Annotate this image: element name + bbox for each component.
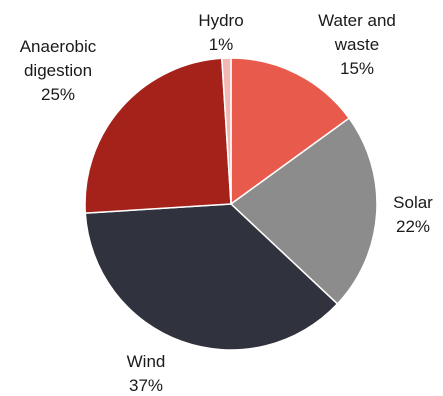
- label-water-and-waste: Water and waste 15%: [318, 11, 396, 78]
- slice-label-hydro: Hydro: [198, 11, 243, 30]
- pie-slices: [84, 57, 378, 351]
- slice-label-wind: Wind: [127, 352, 166, 371]
- pie-slice-solar: [230, 117, 378, 305]
- slice-value-anaerobic-digestion: 25%: [41, 85, 75, 104]
- label-hydro: Hydro 1%: [198, 11, 243, 54]
- label-wind: Wind 37%: [127, 352, 166, 395]
- label-solar: Solar 22%: [393, 193, 433, 236]
- slice-label-anaerobic-digestion-line1: Anaerobic: [20, 37, 97, 56]
- pie-slice-water-and-waste: [230, 57, 350, 205]
- slice-value-hydro: 1%: [209, 35, 234, 54]
- pie-slice-anaerobic-digestion: [84, 57, 232, 214]
- slice-value-water-and-waste: 15%: [340, 59, 374, 78]
- slice-value-solar: 22%: [396, 217, 430, 236]
- pie-slice-hydro: [221, 57, 232, 205]
- slice-label-anaerobic-digestion-line2: digestion: [24, 61, 92, 80]
- label-anaerobic-digestion: Anaerobic digestion 25%: [20, 37, 97, 104]
- slice-label-water-and-waste-line2: waste: [334, 35, 379, 54]
- slice-value-wind: 37%: [129, 376, 163, 395]
- slice-label-solar: Solar: [393, 193, 433, 212]
- slice-label-water-and-waste-line1: Water and: [318, 11, 396, 30]
- pie-slice-wind: [84, 203, 339, 351]
